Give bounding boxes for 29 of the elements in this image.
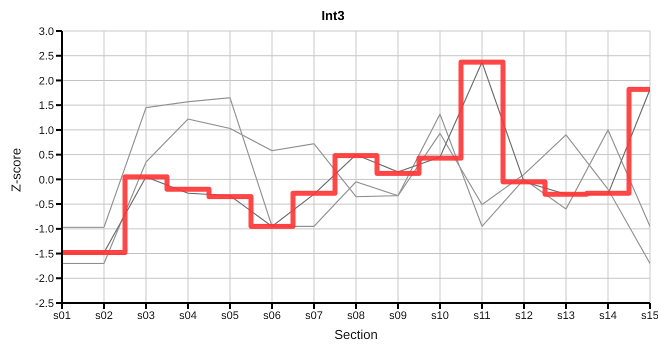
- y-tick-label: -1.5: [35, 248, 54, 260]
- y-tick-label: -2.0: [35, 273, 54, 286]
- y-tick-label: 2.0: [38, 75, 54, 88]
- x-tick-label: s08: [347, 310, 365, 322]
- y-tick-label: 1.0: [38, 124, 54, 137]
- x-tick-label: s02: [95, 310, 113, 322]
- x-tick-label: s14: [599, 310, 617, 322]
- chart-title: Int3: [320, 8, 346, 25]
- x-axis-title: Section: [334, 327, 378, 342]
- x-tick-label: s10: [431, 310, 449, 322]
- y-axis-title: Z-score: [8, 148, 24, 192]
- y-tick-label: 2.5: [38, 50, 54, 63]
- y-tick-label: 3.0: [38, 26, 54, 38]
- x-tick-label: s04: [179, 310, 197, 322]
- x-tick-label: s06: [263, 310, 281, 322]
- x-tick-label: s07: [305, 310, 323, 322]
- y-tick-label: 0.0: [38, 174, 54, 186]
- x-tick-label: s09: [389, 310, 407, 322]
- x-tick-label: s12: [515, 310, 533, 322]
- x-tick-label: s13: [557, 310, 575, 322]
- y-tick-label: -0.5: [35, 198, 54, 211]
- x-tick-label: s11: [474, 310, 490, 322]
- x-tick-label: s01: [53, 310, 71, 322]
- y-tick-label: -1.0: [35, 224, 54, 236]
- x-tick-label: s05: [221, 310, 239, 322]
- x-tick-label: s03: [137, 310, 155, 322]
- y-tick-label: 0.5: [38, 150, 54, 162]
- y-tick-label: 1.5: [38, 100, 54, 112]
- y-tick-label: -2.5: [35, 298, 54, 310]
